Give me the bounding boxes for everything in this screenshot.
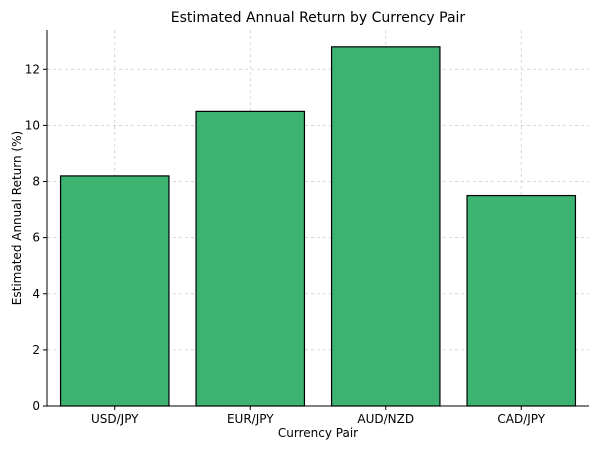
x-tick-label: USD/JPY: [91, 412, 139, 426]
bars-layer: [59, 46, 577, 407]
ticks-layer: 0 2 4 6 8 10 12 USD/JPY EUR/JPY AUD/NZD CAD/JPY: [25, 62, 546, 426]
x-tick-label: AUD/NZD: [357, 412, 414, 426]
bar-aud-nzd: [330, 46, 441, 407]
chart-title: Estimated Annual Return by Currency Pair: [171, 10, 466, 26]
y-tick-label: 2: [32, 343, 40, 357]
bar-eur-jpy: [195, 110, 306, 407]
y-tick-label: 4: [32, 287, 40, 301]
y-tick-label: 12: [25, 62, 40, 76]
y-tick-label: 10: [25, 118, 40, 132]
x-axis-title: Currency Pair: [278, 426, 358, 440]
x-tick-label: CAD/JPY: [497, 412, 545, 426]
bar-cad-jpy: [466, 194, 577, 407]
bar-usd-jpy: [59, 175, 170, 407]
y-axis-title: Estimated Annual Return (%): [10, 131, 24, 305]
y-tick-label: 0: [32, 399, 40, 413]
y-tick-label: 6: [32, 231, 40, 245]
axes-layer: [46, 30, 589, 407]
y-tick-label: 8: [32, 175, 40, 189]
x-tick-label: EUR/JPY: [227, 412, 274, 426]
